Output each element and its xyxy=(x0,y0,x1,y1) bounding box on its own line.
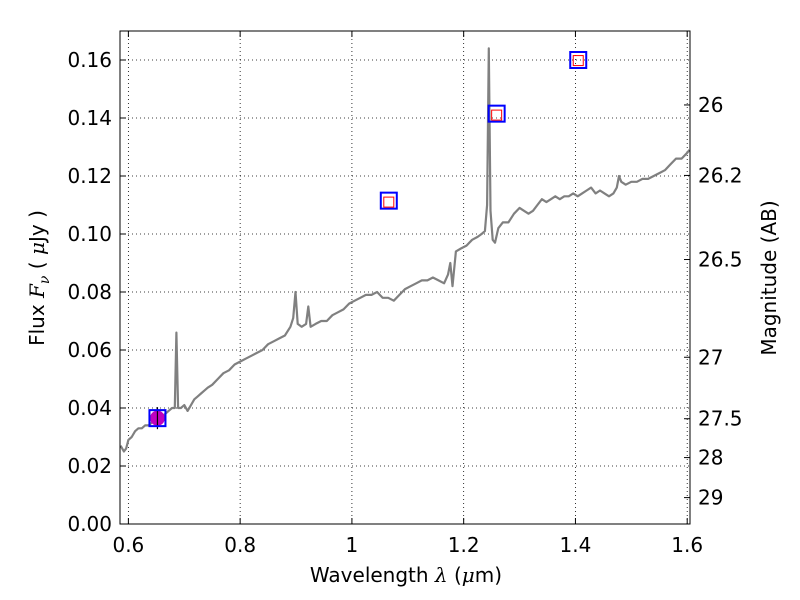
model-marker-2 xyxy=(572,55,584,67)
y2-tick-label-4: 27.5 xyxy=(698,407,743,431)
y2-tick-label-6: 29 xyxy=(698,486,723,510)
x-axis-title: Wavelength λ (μm) xyxy=(310,563,502,587)
photometry-marker-1 xyxy=(379,191,398,210)
x-tick-label-2: 1 xyxy=(346,533,359,557)
spectrum-series xyxy=(119,47,691,453)
photometry-marker-0 xyxy=(148,409,167,428)
y2-axis-title: Magnitude (AB) xyxy=(757,200,781,355)
axis-ticks: 0.6 0.8 1 1.2 1.4 1.6 0.00 0.02 0.04 0.06 0.08 0.10… xyxy=(67,31,743,557)
spectrum-line xyxy=(119,47,691,453)
y-tick-label-0: 0.00 xyxy=(67,512,112,536)
y-tick-label-5: 0.10 xyxy=(67,222,112,246)
plot-frame xyxy=(119,30,691,525)
photometry-markers xyxy=(148,51,588,430)
x-tick-label-1: 0.8 xyxy=(224,533,256,557)
y2-tick-label-0: 26 xyxy=(698,93,723,117)
y-tick-label-3: 0.06 xyxy=(67,338,112,362)
x-tick-label-3: 1.2 xyxy=(448,533,480,557)
y-axis-title: Flux Fν ( μJy ) xyxy=(25,210,53,346)
model-marker-0 xyxy=(383,196,395,208)
y-tick-label-1: 0.02 xyxy=(67,454,112,478)
photometry-marker-2 xyxy=(487,104,506,123)
model-marker-1 xyxy=(491,109,503,121)
y-tick-label-8: 0.16 xyxy=(67,48,112,72)
x-tick-label-4: 1.4 xyxy=(560,533,592,557)
y2-tick-label-5: 28 xyxy=(698,446,723,470)
y-tick-label-2: 0.04 xyxy=(67,396,112,420)
x-tick-label-0: 0.6 xyxy=(112,533,144,557)
x-tick-label-5: 1.6 xyxy=(671,533,703,557)
y-tick-label-6: 0.12 xyxy=(67,164,112,188)
y-tick-label-4: 0.08 xyxy=(67,280,112,304)
grid-lines xyxy=(120,31,690,525)
y2-tick-label-3: 27 xyxy=(698,345,723,369)
y2-tick-label-2: 26.5 xyxy=(698,248,743,272)
y2-tick-label-1: 26.2 xyxy=(698,163,743,187)
y-tick-label-7: 0.14 xyxy=(67,106,112,130)
photometry-marker-3 xyxy=(569,51,588,69)
